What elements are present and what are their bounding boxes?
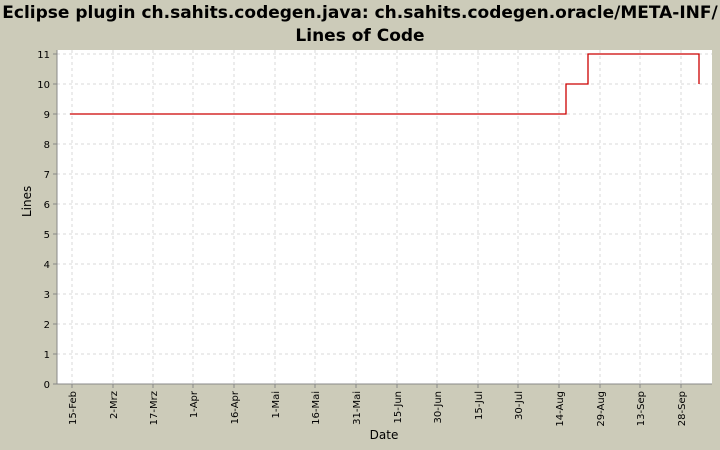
- x-tick-label: 29-Aug: [596, 391, 607, 427]
- y-tick-label: 8: [44, 140, 50, 151]
- x-tick-label: 15-Feb: [68, 391, 79, 425]
- y-tick-label: 4: [44, 260, 50, 271]
- x-tick-label: 16-Apr: [230, 390, 241, 424]
- chart-title-line-1: Eclipse plugin ch.sahits.codegen.java: c…: [2, 3, 718, 23]
- y-tick-label: 3: [44, 290, 50, 301]
- chart-title: Eclipse plugin ch.sahits.codegen.java: c…: [0, 2, 720, 48]
- y-tick-label: 7: [44, 170, 50, 181]
- x-tick-label: 28-Sep: [677, 391, 688, 426]
- y-tick-label: 2: [44, 320, 50, 331]
- x-tick-label: 16-Mai: [311, 391, 322, 425]
- x-tick-label: 31-Mai: [352, 391, 363, 425]
- x-tick-label: 15-Jun: [393, 391, 404, 424]
- y-axis-label: Lines: [20, 185, 34, 217]
- series-line: [70, 53, 700, 115]
- y-tick-label: 11: [37, 50, 50, 61]
- y-tick-label: 9: [44, 110, 50, 121]
- x-tick-label: 17-Mrz: [149, 391, 160, 425]
- plot-area: [57, 50, 712, 384]
- chart-title-line-2: Lines of Code: [295, 26, 425, 46]
- x-tick-label: 13-Sep: [636, 391, 647, 426]
- x-tick-label: 30-Jun: [433, 391, 444, 424]
- x-tick-label: 2-Mrz: [109, 391, 120, 419]
- x-axis-label: Date: [369, 428, 399, 442]
- y-tick-label: 6: [44, 200, 50, 211]
- x-tick-label: 30-Jul: [514, 391, 525, 420]
- x-tick-label: 15-Jul: [474, 391, 485, 420]
- x-tick-label: 1-Mai: [271, 391, 282, 419]
- y-tick-label: 1: [44, 350, 50, 361]
- x-tick-label: 1-Apr: [189, 390, 200, 418]
- y-tick-label: 10: [37, 80, 50, 91]
- y-tick-label: 5: [44, 230, 50, 241]
- y-tick-label: 0: [44, 380, 50, 391]
- x-tick-label: 14-Aug: [555, 391, 566, 427]
